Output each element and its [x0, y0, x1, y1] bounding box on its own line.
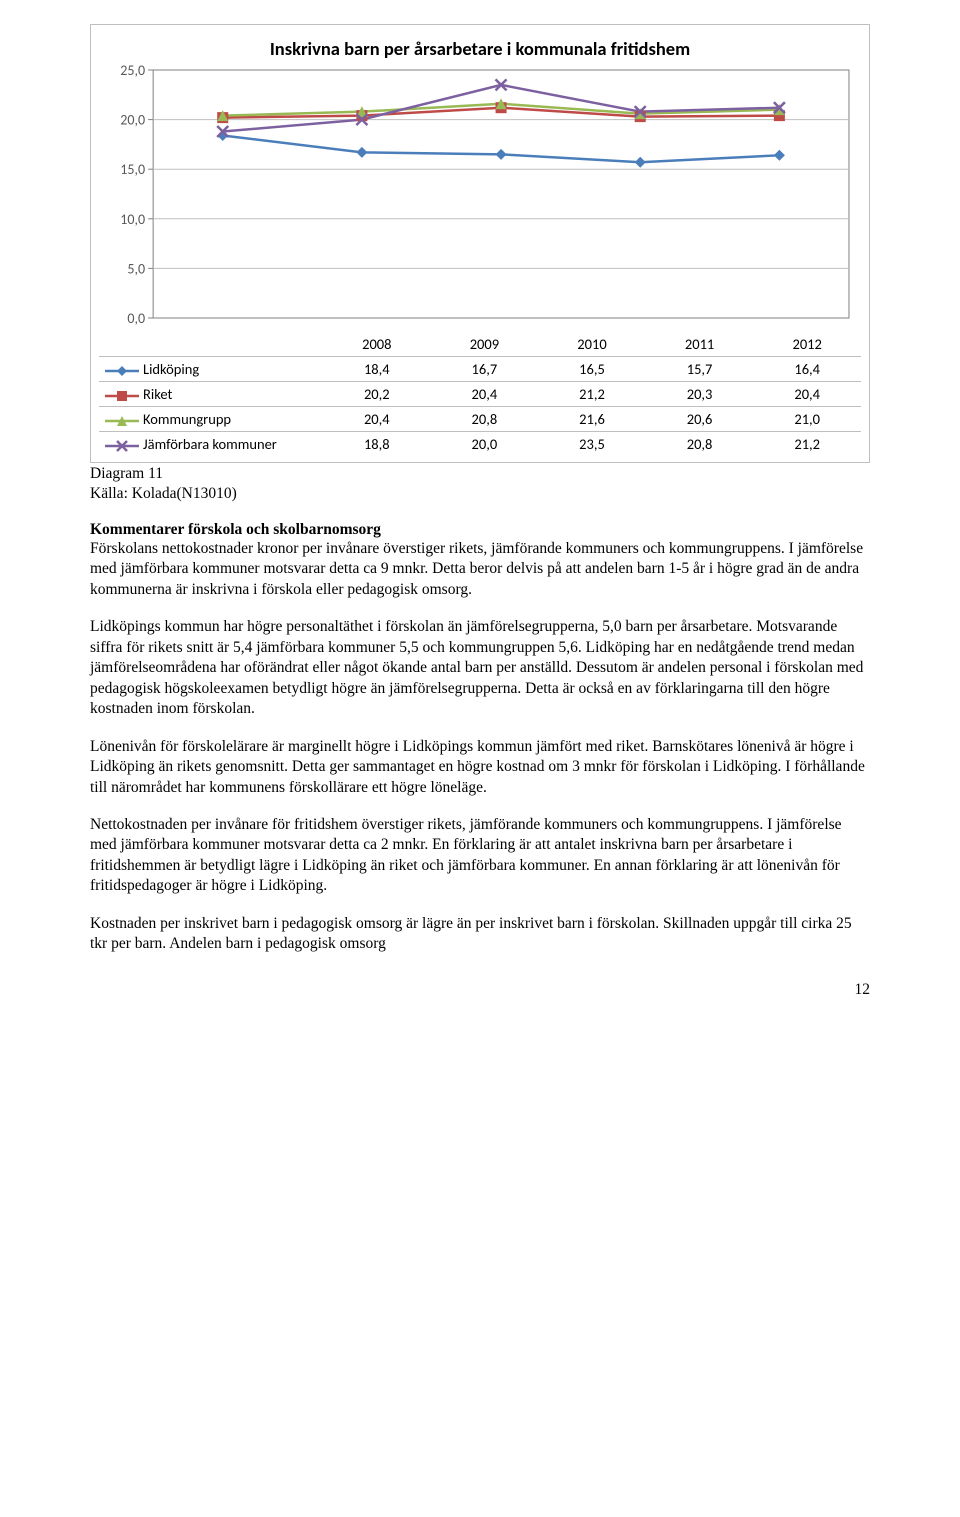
series-value-cell: 20,3	[646, 382, 754, 407]
series-name: Kommungrupp	[143, 410, 231, 428]
series-value-cell: 23,5	[538, 432, 646, 457]
paragraph-2: Lidköpings kommun har högre personaltäth…	[90, 617, 870, 719]
series-value-cell: 21,2	[753, 432, 861, 457]
series-legend-cell: Riket	[99, 382, 323, 407]
series-value-cell: 18,4	[323, 357, 431, 382]
series-value-cell: 20,4	[753, 382, 861, 407]
series-name: Lidköping	[143, 360, 199, 378]
series-marker-icon	[105, 414, 139, 428]
page-number: 12	[90, 981, 870, 999]
paragraph-1: Förskolans nettokostnader kronor per inv…	[90, 539, 870, 600]
series-value-cell: 16,4	[753, 357, 861, 382]
table-row: Riket20,220,421,220,320,4	[99, 382, 861, 407]
table-row: Lidköping 18,416,716,515,716,4	[99, 357, 861, 382]
series-name: Jämförbara kommuner	[143, 435, 277, 453]
paragraph-5: Kostnaden per inskrivet barn i pedagogis…	[90, 914, 870, 955]
chart-data-table: 20082009201020112012 Lidköping18,416,716…	[99, 332, 861, 456]
series-name: Riket	[143, 385, 172, 403]
svg-text:20,0: 20,0	[120, 112, 145, 129]
chart-container: Inskrivna barn per årsarbetare i kommuna…	[90, 24, 870, 463]
chart-plot: 0,0 5,0 10,0 15,0 20,0 25,0	[99, 62, 861, 332]
series-marker-icon	[105, 364, 139, 378]
source-label: Källa: Kolada(N13010)	[90, 485, 870, 503]
svg-text:0,0: 0,0	[127, 310, 145, 327]
series-value-cell: 20,8	[431, 407, 539, 432]
table-header-year: 2008	[323, 332, 431, 357]
diagram-label: Diagram 11	[90, 465, 870, 483]
series-value-cell: 16,7	[431, 357, 539, 382]
series-legend-cell: Lidköping	[99, 357, 323, 382]
series-value-cell: 18,8	[323, 432, 431, 457]
svg-text:5,0: 5,0	[127, 260, 145, 277]
paragraph-3: Lönenivån för förskolelärare är marginel…	[90, 737, 870, 798]
table-header-year: 2011	[646, 332, 754, 357]
line-chart-svg: 0,0 5,0 10,0 15,0 20,0 25,0	[99, 62, 861, 332]
series-marker-icon	[105, 389, 139, 403]
series-value-cell: 20,4	[431, 382, 539, 407]
table-row: Jämförbara kommuner 18,820,023,520,821,2	[99, 432, 861, 457]
table-header-year: 2009	[431, 332, 539, 357]
series-legend-cell: Jämförbara kommuner	[99, 432, 323, 457]
series-value-cell: 21,6	[538, 407, 646, 432]
series-value-cell: 20,2	[323, 382, 431, 407]
table-header-year: 2012	[753, 332, 861, 357]
svg-text:25,0: 25,0	[120, 62, 145, 79]
series-value-cell: 20,0	[431, 432, 539, 457]
series-value-cell: 21,0	[753, 407, 861, 432]
table-row: Kommungrupp 20,420,821,620,621,0	[99, 407, 861, 432]
series-value-cell: 16,5	[538, 357, 646, 382]
svg-text:10,0: 10,0	[120, 211, 145, 228]
series-value-cell: 15,7	[646, 357, 754, 382]
series-value-cell: 21,2	[538, 382, 646, 407]
series-value-cell: 20,4	[323, 407, 431, 432]
chart-title: Inskrivna barn per årsarbetare i kommuna…	[99, 37, 861, 60]
series-value-cell: 20,6	[646, 407, 754, 432]
svg-text:15,0: 15,0	[120, 161, 145, 178]
series-value-cell: 20,8	[646, 432, 754, 457]
paragraph-4: Nettokostnaden per invånare för fritidsh…	[90, 815, 870, 897]
table-header-year: 2010	[538, 332, 646, 357]
section-heading: Kommentarer förskola och skolbarnomsorg	[90, 521, 870, 539]
series-legend-cell: Kommungrupp	[99, 407, 323, 432]
series-marker-icon	[105, 439, 139, 453]
